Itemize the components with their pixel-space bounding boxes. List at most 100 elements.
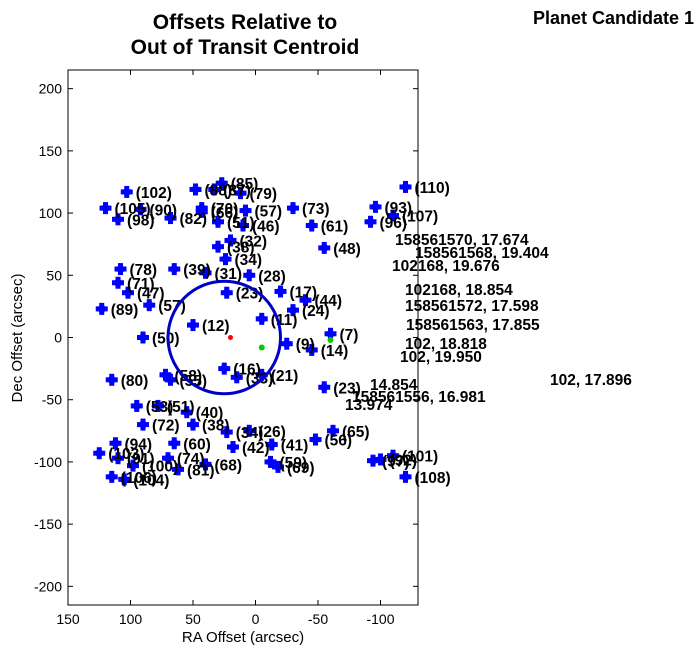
data-point-label: (38) [202,418,230,435]
data-point [220,426,233,439]
y-tick-label: 150 [39,143,63,159]
data-point-label: (107) [402,209,438,226]
data-point [199,458,212,471]
data-point [199,266,212,279]
data-point [187,418,199,431]
data-point-label: (41) [281,438,309,455]
data-point [164,373,177,386]
data-point-label: (7) [340,327,359,344]
data-point-label: (82) [180,211,208,228]
data-point [164,212,177,225]
data-point-label: (73) [302,201,330,218]
data-point [239,204,252,217]
data-point-label: (81) [187,462,215,479]
data-point-label: (12) [202,318,230,335]
data-point-label: (94) [125,436,153,453]
data-point-label: (90) [150,202,178,219]
data-point-label: (89) [111,302,139,319]
x-axis-label: RA Offset (arcsec) [182,629,304,646]
data-point [399,470,412,483]
data-point-label: (69) [287,460,315,477]
data-point-label: (60) [183,436,211,453]
data-point [152,399,164,412]
y-tick-label: -50 [42,392,62,408]
data-point-label: (32) [240,233,268,250]
data-point [112,213,124,226]
data-point [309,433,322,446]
data-point-label: (23) [333,380,361,397]
data-point-label: (100) [142,459,178,476]
data-point [137,331,149,344]
data-point-label: (85) [231,176,259,193]
data-point-label: (96) [380,215,408,232]
data-point-label: (21) [271,368,299,385]
data-point-label: (42) [242,440,270,457]
data-point [208,183,221,196]
data-point [219,253,232,266]
data-point-label: (65) [342,424,370,441]
data-point-label: (57) [255,204,283,221]
x-tick-label: -100 [366,611,394,627]
data-point-label: (106) [121,470,157,487]
data-point [224,234,237,247]
data-point-label: (70) [211,201,239,218]
data-point [134,203,147,216]
annotation-text: 13.974 [345,397,393,414]
annotation-text: 102168, 19.676 [392,258,500,275]
data-point [243,269,256,282]
data-point-label: (47) [137,286,165,303]
annotation-text: 158561570, 17.674 [395,232,529,249]
data-point [212,240,224,253]
x-tick-label: -50 [308,611,328,627]
y-tick-label: 100 [39,205,63,221]
data-point [243,424,256,437]
x-tick-label: 100 [119,611,143,627]
data-point [172,463,184,476]
green-marker [327,336,334,343]
data-point-label: (92) [390,452,418,469]
data-point-label: (39) [183,262,211,279]
data-point [280,337,293,350]
data-point [272,460,284,473]
data-point-label: (104) [133,472,169,489]
data-point [105,470,118,483]
data-point [114,263,127,276]
data-point-label: (51) [227,215,255,232]
data-point-label: (91) [127,451,155,468]
data-point-label: (14) [321,343,349,360]
data-point [118,473,131,486]
data-point [180,406,193,419]
data-point [93,447,106,460]
data-point [212,215,224,228]
annotation-text: 102, 19.950 [400,349,482,366]
data-point [120,185,133,198]
annotation-text: 102168, 18.854 [405,282,513,299]
data-point [168,437,181,450]
y-tick-label: -150 [34,516,62,532]
annotation-text: 158561568, 19.404 [415,245,549,262]
data-point [399,180,412,193]
point-labels: (102) (85)(79) (110) (88)(87) (105)(90)(98) (… [108,176,450,489]
data-point [387,449,399,462]
data-point [387,209,399,222]
y-tick-label: -100 [34,454,62,470]
data-point-label: (97) [382,454,410,471]
data-point-label: (108) [415,470,451,487]
data-point-label: (24) [302,303,330,320]
annotation-text: 102, 17.896 [550,372,632,389]
data-point [274,285,287,298]
centroid-circle [166,279,282,396]
data-point [112,452,124,465]
data-point [159,368,172,381]
annotation-text: 158561556, 16.981 [352,389,486,406]
data-point-label: (78) [130,262,158,279]
data-point [127,459,139,472]
data-point [122,286,134,299]
annotation-text: 102, 18.818 [405,336,487,353]
data-point-label: (26) [258,424,286,441]
data-point [305,219,318,232]
y-tick-label: -200 [34,578,62,594]
data-point-label: (88) [205,182,233,199]
